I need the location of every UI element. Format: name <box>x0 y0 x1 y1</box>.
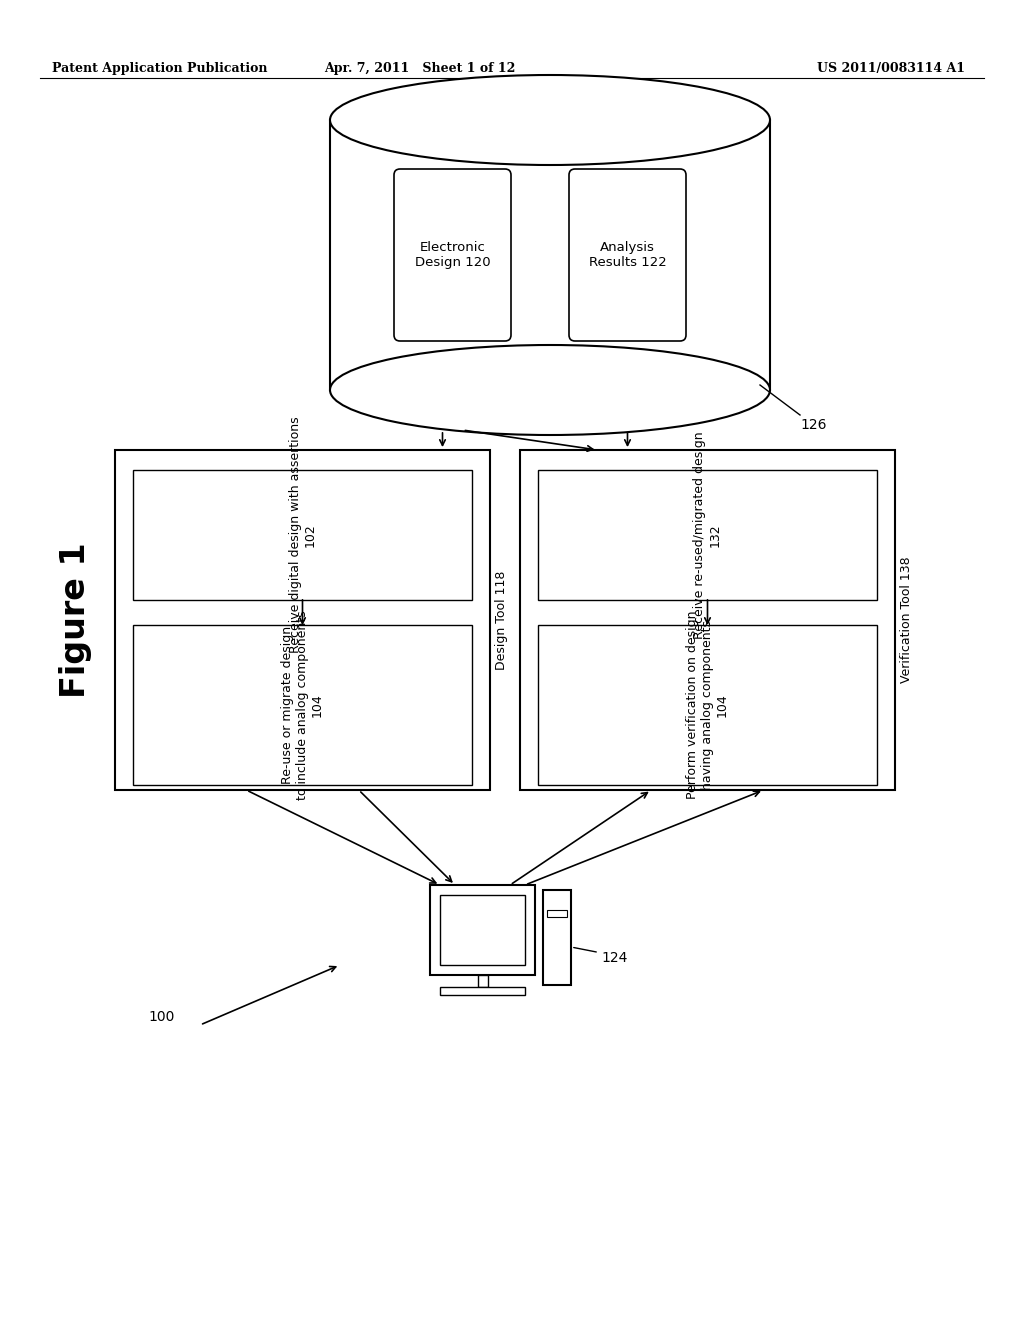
Bar <box>538 470 877 601</box>
Text: Verification Tool 138: Verification Tool 138 <box>900 557 913 684</box>
Bar <box>543 890 571 985</box>
Bar <box>440 895 525 965</box>
FancyBboxPatch shape <box>394 169 511 341</box>
Text: Perform verification on design
having analog components
104: Perform verification on design having an… <box>686 611 729 799</box>
Bar <box>115 450 490 789</box>
Text: Receive digital design with assertions
102: Receive digital design with assertions 1… <box>289 417 316 653</box>
Text: Re-use or migrate design
to include analog components
104: Re-use or migrate design to include anal… <box>281 610 324 800</box>
Bar <box>547 909 567 917</box>
Text: Apr. 7, 2011   Sheet 1 of 12: Apr. 7, 2011 Sheet 1 of 12 <box>325 62 516 75</box>
Text: Analysis
Results 122: Analysis Results 122 <box>589 242 667 269</box>
Text: Patent Application Publication: Patent Application Publication <box>52 62 267 75</box>
Bar <box>430 884 535 975</box>
Text: 100: 100 <box>148 1010 174 1024</box>
Bar <box>440 987 525 995</box>
Ellipse shape <box>330 345 770 436</box>
Bar <box>520 450 895 789</box>
Bar <box>477 975 487 987</box>
Text: Figure 1: Figure 1 <box>58 543 91 698</box>
Text: 124: 124 <box>601 950 628 965</box>
Text: 126: 126 <box>800 418 826 432</box>
Text: US 2011/0083114 A1: US 2011/0083114 A1 <box>817 62 965 75</box>
Text: Receive re-used/migrated design
132: Receive re-used/migrated design 132 <box>693 432 722 639</box>
Text: Electronic
Design 120: Electronic Design 120 <box>415 242 490 269</box>
Ellipse shape <box>330 75 770 165</box>
Bar <box>133 470 472 601</box>
Bar <box>133 624 472 785</box>
Bar <box>330 120 770 389</box>
Text: Design Tool 118: Design Tool 118 <box>495 570 508 669</box>
FancyBboxPatch shape <box>569 169 686 341</box>
Bar <box>538 624 877 785</box>
